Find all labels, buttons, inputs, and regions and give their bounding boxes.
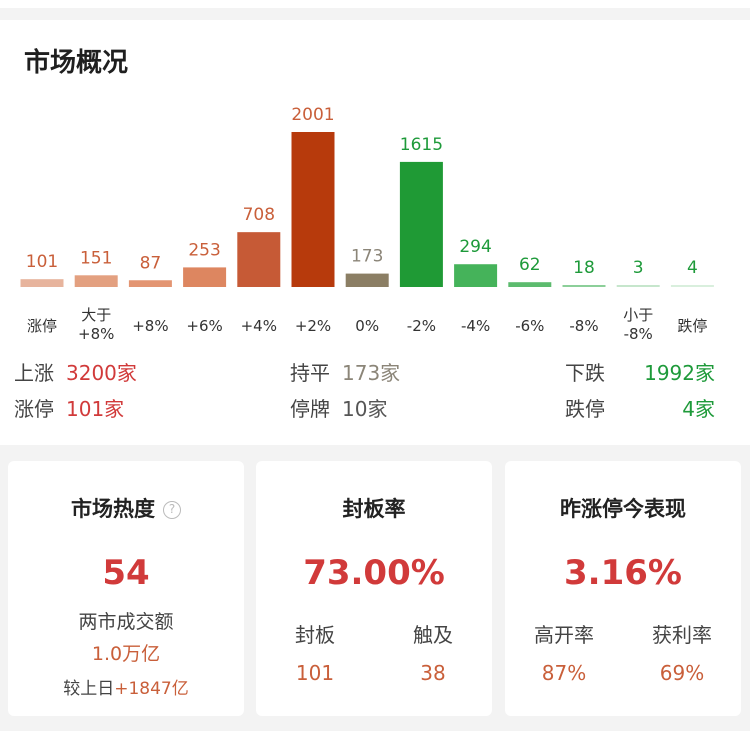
bar-value-label: 294 <box>459 237 491 257</box>
category-label: +8% <box>132 317 168 335</box>
bar-6 <box>345 273 389 287</box>
fall-label: 下跌 <box>565 361 605 385</box>
yesterday-performance-card[interactable]: 昨涨停今表现 3.16% 高开率 获利率 87% 69% <box>505 461 741 716</box>
compare-value: +1847亿 <box>114 679 189 699</box>
bar-9 <box>508 282 552 287</box>
market-heat-title-row: 市场热度? <box>8 493 244 523</box>
category-label: -4% <box>461 317 490 335</box>
sealed-label: 封板 <box>295 623 335 647</box>
bar-4 <box>237 232 281 287</box>
bar-value-label: 253 <box>188 240 220 260</box>
seal-labels: 封板 触及 <box>256 619 492 648</box>
bar-11 <box>616 285 660 287</box>
fall-stat: 下跌 1992家 <box>565 357 715 386</box>
suspend-value: 10家 <box>342 397 388 421</box>
category-label: +8% <box>78 325 114 343</box>
suspend-stat: 停牌 10家 <box>290 393 387 422</box>
category-label: 涨停 <box>27 317 57 335</box>
bar-value-label: 62 <box>519 255 541 275</box>
touched-value: 38 <box>420 661 446 685</box>
bar-1 <box>74 275 118 287</box>
high-open-label: 高开率 <box>534 623 594 647</box>
seal-rate-title: 封板率 <box>342 497 406 521</box>
bar-5 <box>291 132 335 287</box>
rise-label: 上涨 <box>14 361 54 385</box>
limit-up-stat: 涨停 101家 <box>14 393 124 422</box>
market-heat-title: 市场热度 <box>71 497 155 521</box>
category-label: 0% <box>355 317 379 335</box>
help-icon[interactable]: ? <box>163 501 181 519</box>
bar-value-label: 3 <box>633 258 644 278</box>
limit-down-value: 4家 <box>682 397 715 421</box>
flat-value: 173家 <box>342 361 401 385</box>
flat-stat: 持平 173家 <box>290 357 400 386</box>
compare-row: 较上日+1847亿 <box>8 674 244 699</box>
category-label: 大于 <box>81 306 111 324</box>
limit-up-value: 101家 <box>66 397 125 421</box>
yesterday-performance-title: 昨涨停今表现 <box>560 497 686 521</box>
rise-stat: 上涨 3200家 <box>14 357 137 386</box>
performance-values: 87% 69% <box>505 661 741 685</box>
yesterday-performance-value: 3.16% <box>564 553 682 593</box>
category-label: +2% <box>295 317 331 335</box>
seal-values: 101 38 <box>256 661 492 685</box>
seal-rate-value: 73.00% <box>303 553 445 593</box>
category-label: -6% <box>515 317 544 335</box>
seal-rate-card[interactable]: 封板率 73.00% 封板 触及 101 38 <box>256 461 492 716</box>
category-label: 跌停 <box>677 317 707 335</box>
touched-label: 触及 <box>413 623 453 647</box>
bar-value-label: 2001 <box>291 105 334 125</box>
sealed-value: 101 <box>295 661 335 685</box>
bar-12 <box>670 285 714 287</box>
category-label: 小于 <box>623 306 653 324</box>
bar-0 <box>20 279 64 287</box>
bar-3 <box>183 267 227 287</box>
bar-7 <box>399 161 443 287</box>
bar-value-label: 1615 <box>400 135 443 155</box>
bar-value-label: 18 <box>573 258 595 278</box>
performance-labels: 高开率 获利率 <box>505 619 741 648</box>
market-overview-card: 市场概况 <box>0 20 750 445</box>
bar-value-label: 151 <box>80 248 112 268</box>
flat-label: 持平 <box>290 361 330 385</box>
limit-up-label: 涨停 <box>14 397 54 421</box>
market-heat-value: 54 <box>102 553 150 593</box>
bar-value-label: 101 <box>26 252 58 272</box>
turnover-label: 两市成交额 <box>78 611 174 633</box>
bar-value-label: 173 <box>351 247 383 267</box>
limit-down-label: 跌停 <box>565 397 605 421</box>
category-label: -2% <box>407 317 436 335</box>
fall-value: 1992家 <box>644 361 715 385</box>
distribution-chart: 101涨停151大于+8%87+8%253+6%708+4%2001+2%173… <box>20 105 714 343</box>
market-overview-title: 市场概况 <box>24 48 129 78</box>
category-label: +4% <box>241 317 277 335</box>
market-heat-card[interactable]: 市场热度? 54 两市成交额 1.0万亿 较上日+1847亿 <box>8 461 244 716</box>
bar-10 <box>562 285 606 287</box>
bar-value-label: 4 <box>687 258 698 278</box>
high-open-value: 87% <box>541 661 587 685</box>
compare-label: 较上日 <box>63 679 115 699</box>
bar-2 <box>128 280 172 287</box>
category-label: -8% <box>624 325 653 343</box>
profit-value: 69% <box>659 661 705 685</box>
turnover-value: 1.0万亿 <box>91 643 161 665</box>
rise-value: 3200家 <box>66 361 137 385</box>
limit-down-stat: 跌停 4家 <box>565 393 715 422</box>
category-label: -8% <box>569 317 598 335</box>
bar-value-label: 87 <box>140 253 162 273</box>
profit-label: 获利率 <box>652 623 712 647</box>
category-label: +6% <box>186 317 222 335</box>
bar-value-label: 708 <box>243 205 275 225</box>
bar-8 <box>454 264 498 287</box>
top-strip <box>0 0 750 8</box>
suspend-label: 停牌 <box>290 397 330 421</box>
